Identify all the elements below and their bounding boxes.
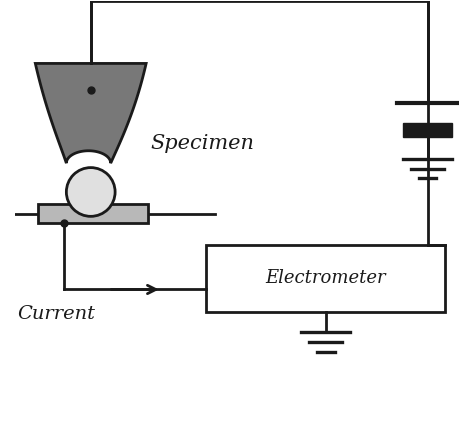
Text: Specimen: Specimen: [151, 134, 255, 153]
Circle shape: [66, 168, 115, 216]
Bar: [206, 245, 445, 312]
Text: Electrometer: Electrometer: [265, 269, 386, 287]
Text: Current: Current: [18, 305, 96, 323]
Polygon shape: [36, 63, 146, 163]
Bar: [403, 123, 452, 137]
Bar: [37, 204, 148, 223]
